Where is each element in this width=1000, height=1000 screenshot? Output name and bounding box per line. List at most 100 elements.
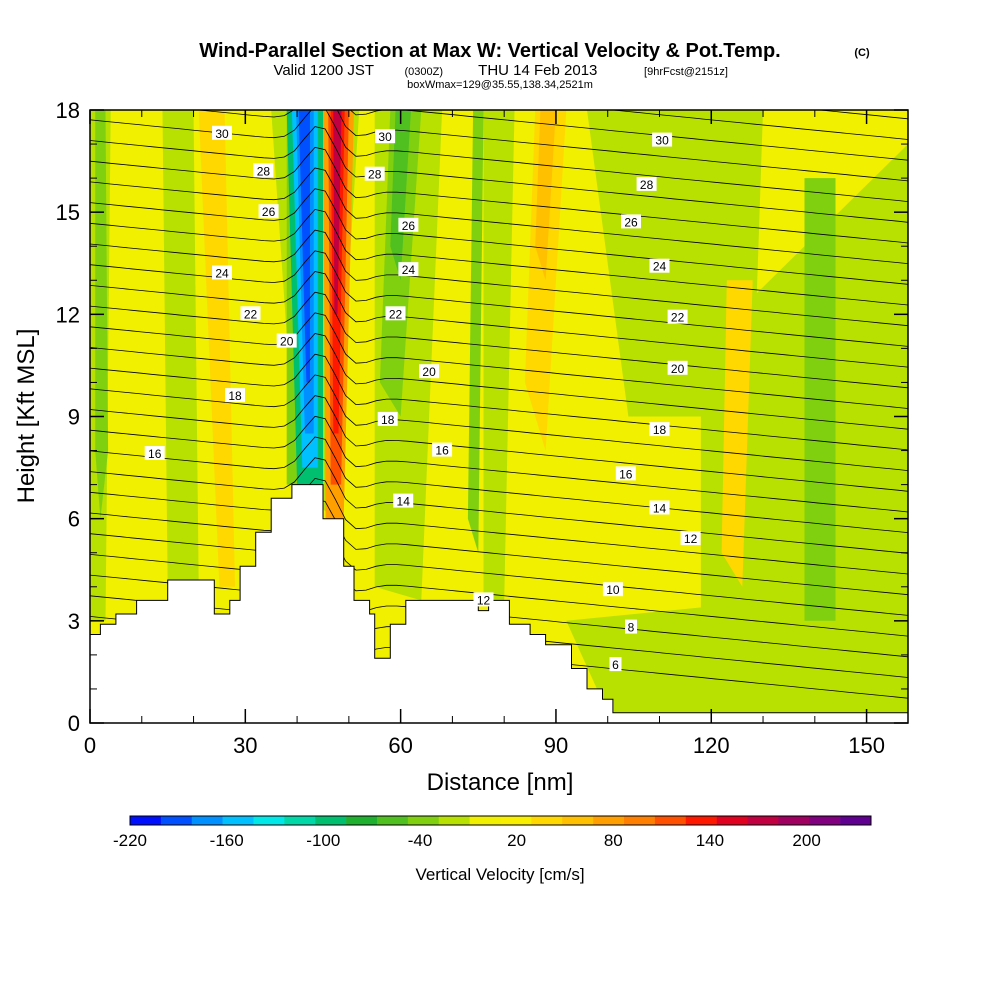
theta-contour-23 <box>90 208 908 306</box>
x-tick-label: 0 <box>84 733 96 758</box>
colorbar-swatch <box>160 816 193 825</box>
colorbar: -220 -160 -100 -40 20 80 140 200 <box>113 815 872 850</box>
theta-contour-10 <box>90 477 908 575</box>
contour-label-text: 20 <box>422 365 436 379</box>
contour-label-text: 14 <box>653 502 667 516</box>
contour-label-text: 24 <box>215 267 229 281</box>
contour-label-box <box>680 531 701 546</box>
contour-label-14: 18 <box>377 411 398 427</box>
contour-label-box <box>667 309 688 324</box>
velocity-band-25 <box>333 110 342 315</box>
contour-label-9: 28 <box>364 166 385 182</box>
contour-label-box <box>649 422 670 437</box>
contour-label-box <box>649 500 670 515</box>
contour-label-text: 12 <box>477 593 491 607</box>
contour-label-box <box>225 388 245 403</box>
colorbar-swatch <box>716 816 748 825</box>
contour-label-text: 20 <box>671 362 685 376</box>
contour-label-24: 18 <box>649 422 670 437</box>
theta-contour-11 <box>90 457 908 554</box>
contour-label-box <box>667 360 688 375</box>
contour-label-box <box>419 364 440 379</box>
colorbar-swatch <box>840 816 872 825</box>
contour-label-box <box>377 411 398 426</box>
theta-contour-17 <box>90 333 908 430</box>
contour-label-text: 28 <box>257 164 271 178</box>
colorbar-swatch <box>809 816 841 825</box>
theta-contour-8 <box>90 519 908 616</box>
contour-label-11: 24 <box>398 262 419 277</box>
theta-contour-31 <box>608 110 908 140</box>
contour-label-text: 22 <box>671 311 685 325</box>
theta-contour-9 <box>90 498 908 596</box>
contour-label-10: 26 <box>398 217 419 233</box>
contour-label-text: 22 <box>389 307 403 321</box>
contour-label-box <box>212 265 232 280</box>
velocity-band-14 <box>198 110 235 587</box>
theta-contour-14 <box>90 395 908 492</box>
contour-label-18: 30 <box>652 132 673 148</box>
colorbar-swatch <box>593 816 625 825</box>
contour-label-15: 16 <box>432 442 453 458</box>
contour-label-box <box>385 306 406 321</box>
contour-label-29: 8 <box>625 619 637 635</box>
velocity-band-4 <box>483 110 515 601</box>
colorbar-swatch <box>222 816 254 825</box>
contour-label-text: 30 <box>655 134 669 148</box>
theta-contour-12 <box>90 436 908 533</box>
contour-label-text: 18 <box>653 423 667 437</box>
colorbar-swatch <box>747 816 779 825</box>
velocity-band-13 <box>390 110 411 281</box>
contour-label-box <box>636 176 657 191</box>
contour-label-text: 26 <box>624 215 638 229</box>
vertical-velocity-field <box>90 110 908 713</box>
contour-label-box <box>615 466 636 481</box>
contour-label-6: 18 <box>225 388 245 403</box>
colorbar-swatch <box>654 816 687 825</box>
contour-label-box <box>432 442 453 457</box>
colorbar-tick-label: 200 <box>792 831 820 850</box>
contour-label-17: 12 <box>473 592 494 607</box>
theta-contour-15 <box>90 374 908 471</box>
contour-label-1: 28 <box>253 163 274 178</box>
contour-label-text: 26 <box>402 219 416 233</box>
contour-label-box <box>609 657 622 672</box>
contour-label-text: 28 <box>368 168 382 182</box>
contour-label-text: 30 <box>378 130 392 144</box>
theta-contour-19 <box>90 291 908 389</box>
theta-contour-22 <box>90 229 908 327</box>
colorbar-swatch <box>284 816 316 825</box>
colorbar-swatch <box>346 816 378 825</box>
contour-label-box <box>602 582 623 597</box>
contour-label-12: 22 <box>385 306 406 321</box>
contour-label-text: 12 <box>684 532 698 546</box>
colorbar-tick-label: -100 <box>306 831 340 850</box>
theta-contour-13 <box>90 415 908 513</box>
contour-label-text: 24 <box>402 263 416 277</box>
colorbar-swatch <box>438 816 470 825</box>
contour-label-text: 14 <box>397 495 411 509</box>
contour-label-box <box>144 446 165 460</box>
velocity-band-16 <box>535 110 556 281</box>
contour-label-16: 14 <box>393 493 414 509</box>
colorbar-swatch <box>624 816 656 825</box>
potential-temperature-contours <box>90 110 908 699</box>
contour-label-box <box>473 592 494 607</box>
contour-label-20: 26 <box>621 214 641 229</box>
contour-label-7: 16 <box>144 446 165 461</box>
contour-label-text: 24 <box>653 260 667 274</box>
subtitle-forecast: [9hrFcst@2151z] <box>644 66 728 78</box>
theta-contour-7 <box>90 540 908 637</box>
y-tick-label: 12 <box>56 302 80 327</box>
colorbar-tick-label: 80 <box>604 831 623 850</box>
y-tick-label: 18 <box>56 98 80 123</box>
colorbar-swatch <box>778 816 810 825</box>
colorbar-swatch <box>407 816 440 825</box>
contour-label-28: 10 <box>602 582 623 597</box>
colorbar-swatch <box>562 816 594 825</box>
contour-label-box <box>253 163 274 178</box>
y-axis-label: Height [Kft MSL] <box>13 329 40 504</box>
colorbar-label: Vertical Velocity [cm/s] <box>415 865 584 884</box>
chart-title-mark: (C) <box>854 47 870 59</box>
